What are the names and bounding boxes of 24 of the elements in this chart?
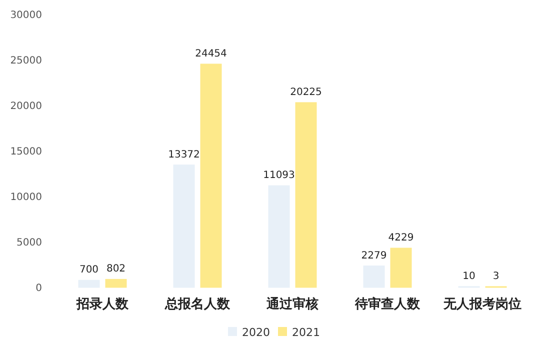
x-tick: 通过审核	[266, 297, 318, 312]
data-label: 802	[106, 264, 126, 275]
y-tick: 10000	[10, 192, 42, 203]
x-tick: 招录人数	[76, 297, 128, 312]
data-label: 10	[462, 270, 476, 282]
y-tick: 20000	[10, 101, 42, 112]
legend-label: 2020	[242, 326, 270, 339]
data-label: 4229	[388, 232, 414, 244]
y-tick: 0	[36, 283, 42, 294]
data-label: 24454	[195, 48, 227, 60]
data-label: 11093	[263, 170, 295, 182]
data-label: 3	[492, 270, 500, 282]
x-tick: 无人报考岗位	[444, 297, 522, 312]
y-tick: 30000	[10, 10, 42, 21]
legend-label: 2021	[292, 326, 320, 339]
data-label: 700	[79, 264, 99, 276]
x-tick: 待审查人数	[355, 297, 420, 312]
y-tick: 5000	[16, 238, 42, 248]
y-tick: 15000	[10, 146, 42, 158]
x-tick: 总报名人数	[165, 297, 230, 312]
data-label: 20225	[290, 86, 322, 98]
data-label: 13372	[168, 149, 200, 160]
y-tick: 25000	[10, 56, 42, 66]
data-label: 2279	[361, 250, 387, 262]
